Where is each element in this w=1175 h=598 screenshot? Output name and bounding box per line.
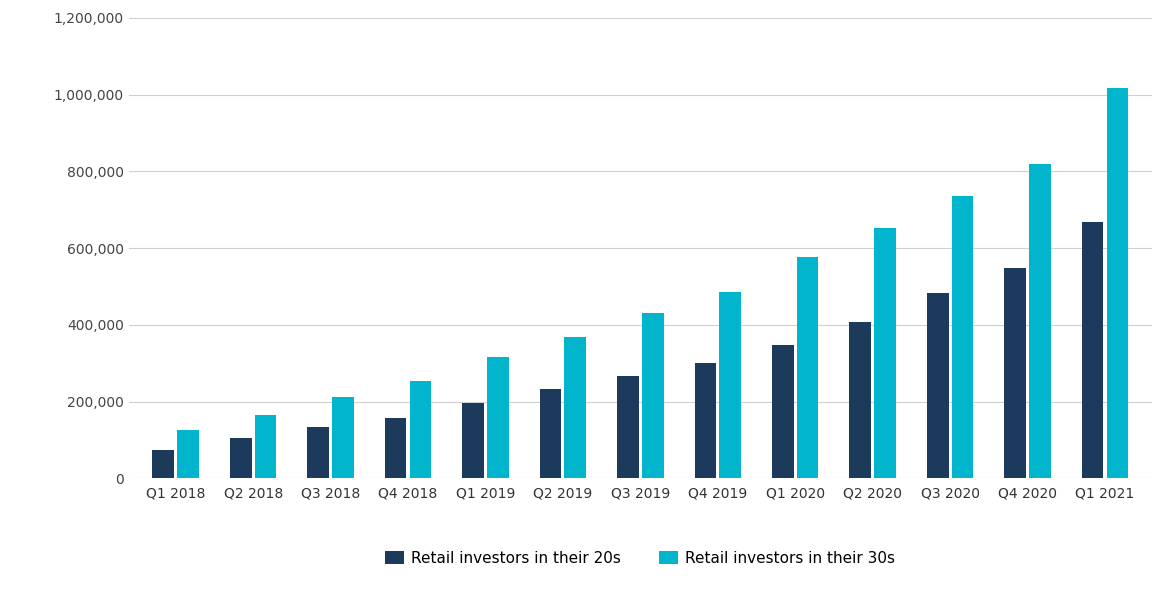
Bar <box>850 322 871 478</box>
Bar <box>177 430 199 478</box>
Bar <box>1082 222 1103 478</box>
Bar <box>694 364 717 478</box>
Bar <box>488 357 509 478</box>
Bar <box>952 196 973 478</box>
Bar <box>385 418 407 478</box>
Bar <box>1107 88 1128 478</box>
Bar <box>719 292 741 478</box>
Bar <box>874 228 895 478</box>
Bar <box>410 380 431 478</box>
Bar <box>797 257 819 478</box>
Bar <box>462 403 484 478</box>
Bar <box>772 345 794 478</box>
Bar <box>539 389 562 478</box>
Bar <box>642 313 664 478</box>
Bar <box>617 376 639 478</box>
Bar <box>255 415 276 478</box>
Bar <box>230 438 251 478</box>
Bar <box>1005 268 1026 478</box>
Bar <box>927 294 948 478</box>
Bar <box>308 426 329 478</box>
Bar <box>564 337 586 478</box>
Legend: Retail investors in their 20s, Retail investors in their 30s: Retail investors in their 20s, Retail in… <box>385 551 895 566</box>
Bar <box>333 396 354 478</box>
Bar <box>153 450 174 478</box>
Bar <box>1029 164 1050 478</box>
